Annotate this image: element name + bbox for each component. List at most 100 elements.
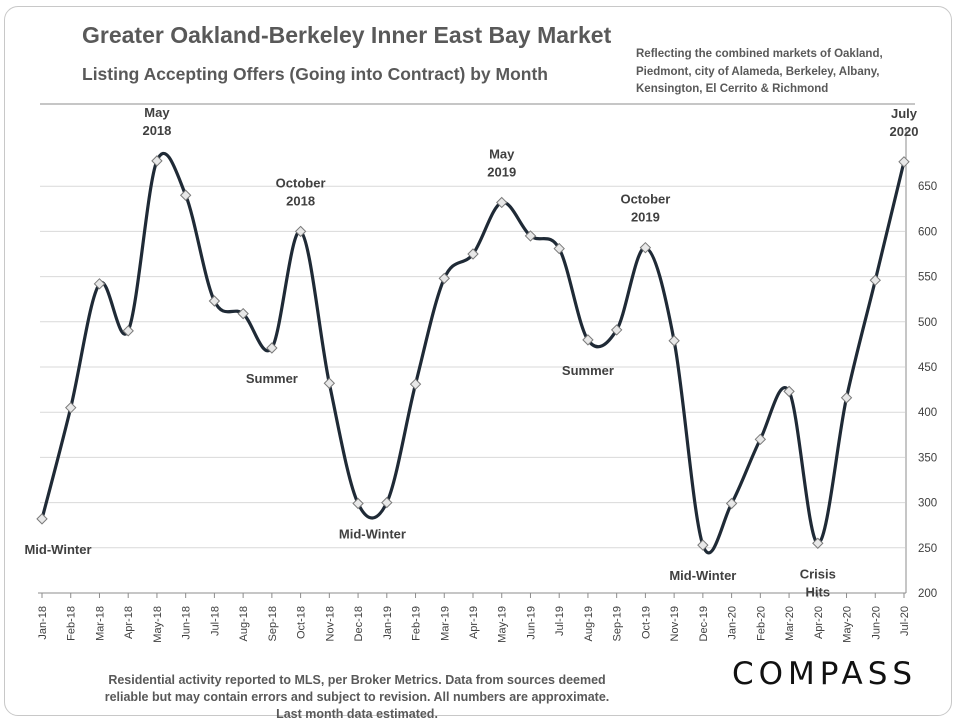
data-point [668,335,680,347]
x-tick-label: Jan-18 [37,606,49,640]
data-point [639,241,652,254]
annotation-label: Summer [562,363,614,378]
x-tick-label: Jun-19 [525,606,537,640]
data-point [93,278,106,290]
x-tick-label: Nov-18 [324,606,336,641]
data-point [409,378,422,390]
x-tick-label: Nov-19 [669,606,681,641]
x-tick-label: Feb-19 [411,606,423,641]
annotation-label: 2020 [890,124,919,139]
x-tick-label: Jan-19 [382,606,394,640]
x-tick-label: Jul-19 [554,606,566,636]
data-point [812,537,824,549]
chart-frame [4,6,952,716]
x-tick-label: Mar-18 [94,606,106,641]
x-tick-label: May-20 [842,606,854,643]
series-line [40,151,906,555]
data-point [266,342,278,354]
y-tick-label: 350 [918,452,937,464]
data-point [840,392,853,404]
x-tick-label: Jun-20 [870,606,882,640]
x-tick-label: Apr-20 [813,606,825,639]
footnote-line: Residential activity reported to MLS, pe… [108,673,606,687]
annotation-label: Mid-Winter [669,568,736,583]
data-point [524,230,537,242]
annotation-label: Hits [806,584,831,599]
x-tick-label: Sep-19 [612,606,624,641]
market-note-line: Reflecting the combined markets of Oakla… [636,48,883,60]
data-point [36,513,48,525]
x-tick-label: Aug-18 [238,606,250,641]
annotation-label: 2019 [487,164,516,179]
y-tick-label: 450 [918,362,937,374]
x-tick-label: Feb-20 [755,606,767,641]
annotation-label: Mid-Winter [339,527,406,542]
data-point [582,334,594,346]
compass-logo: COMPASS [732,656,918,692]
data-point [553,242,565,255]
x-tick-label: Apr-19 [468,606,480,639]
data-point [65,401,77,414]
annotation-label: May [489,146,515,161]
annotation-label: 2019 [631,210,660,225]
x-tick-label: Jan-20 [727,606,739,640]
x-tick-label: Aug-19 [583,606,595,641]
y-tick-label: 250 [918,543,937,555]
annotation-label: May [144,105,170,120]
x-tick-label: Sep-18 [267,606,279,641]
data-point [294,225,307,238]
data-point [208,295,221,307]
chart-title: Greater Oakland-Berkeley Inner East Bay … [82,22,612,48]
data-point [697,539,709,551]
footnote-line: reliable but may contain errors and subj… [104,690,610,704]
x-tick-label: Oct-18 [296,606,308,639]
data-point [898,156,910,168]
data-point [496,196,508,209]
data-point [610,324,623,336]
x-tick-label: Jul-18 [209,606,221,636]
data-point [467,248,479,260]
market-note: Reflecting the combined markets of Oakla… [636,46,936,99]
x-tick-label: Mar-19 [439,606,451,641]
y-tick-label: 500 [918,317,937,329]
x-tick-label: Oct-19 [640,606,652,639]
annotation-label: October [620,192,670,207]
x-tick-label: May-18 [152,606,164,643]
data-point [323,377,336,389]
annotation-label: October [276,175,326,190]
data-point [869,274,881,286]
y-tick-label: 650 [918,181,937,193]
annotation-label: 2018 [142,123,171,138]
x-tick-label: Dec-18 [353,606,365,641]
y-tick-label: 400 [918,407,937,419]
annotation-label: Crisis [800,566,836,581]
data-point [725,497,738,510]
x-tick-label: May-19 [497,606,509,643]
x-tick-label: Mar-20 [784,606,796,641]
y-tick-label: 200 [918,588,937,600]
data-point [783,385,795,398]
y-tick-label: 550 [918,272,937,284]
market-note-line: Piedmont, city of Alameda, Berkeley, Alb… [636,65,880,78]
x-tick-label: Apr-18 [123,606,135,639]
annotation-label: Summer [246,371,298,386]
data-point [381,496,393,509]
data-point [122,325,134,337]
y-tick-label: 300 [918,498,937,510]
market-note-line: Kensington, El Cerrito & Richmond [636,83,829,95]
data-point [352,497,364,510]
source-footnote: Residential activity reported to MLS, pe… [68,672,646,723]
x-tick-label: Jul-20 [899,606,911,636]
annotation-label: 2018 [286,193,315,208]
y-tick-label: 600 [918,226,937,238]
data-point [237,307,249,320]
annotation-label: July [891,106,918,121]
x-tick-label: Dec-19 [698,606,710,641]
x-tick-label: Feb-18 [66,606,78,641]
annotation-label: Mid-Winter [24,542,91,557]
chart-subtitle: Listing Accepting Offers (Going into Con… [82,64,548,84]
x-tick-label: Jun-18 [181,606,193,640]
footnote-line: Last month data estimated. [276,707,438,721]
data-point [179,189,192,201]
